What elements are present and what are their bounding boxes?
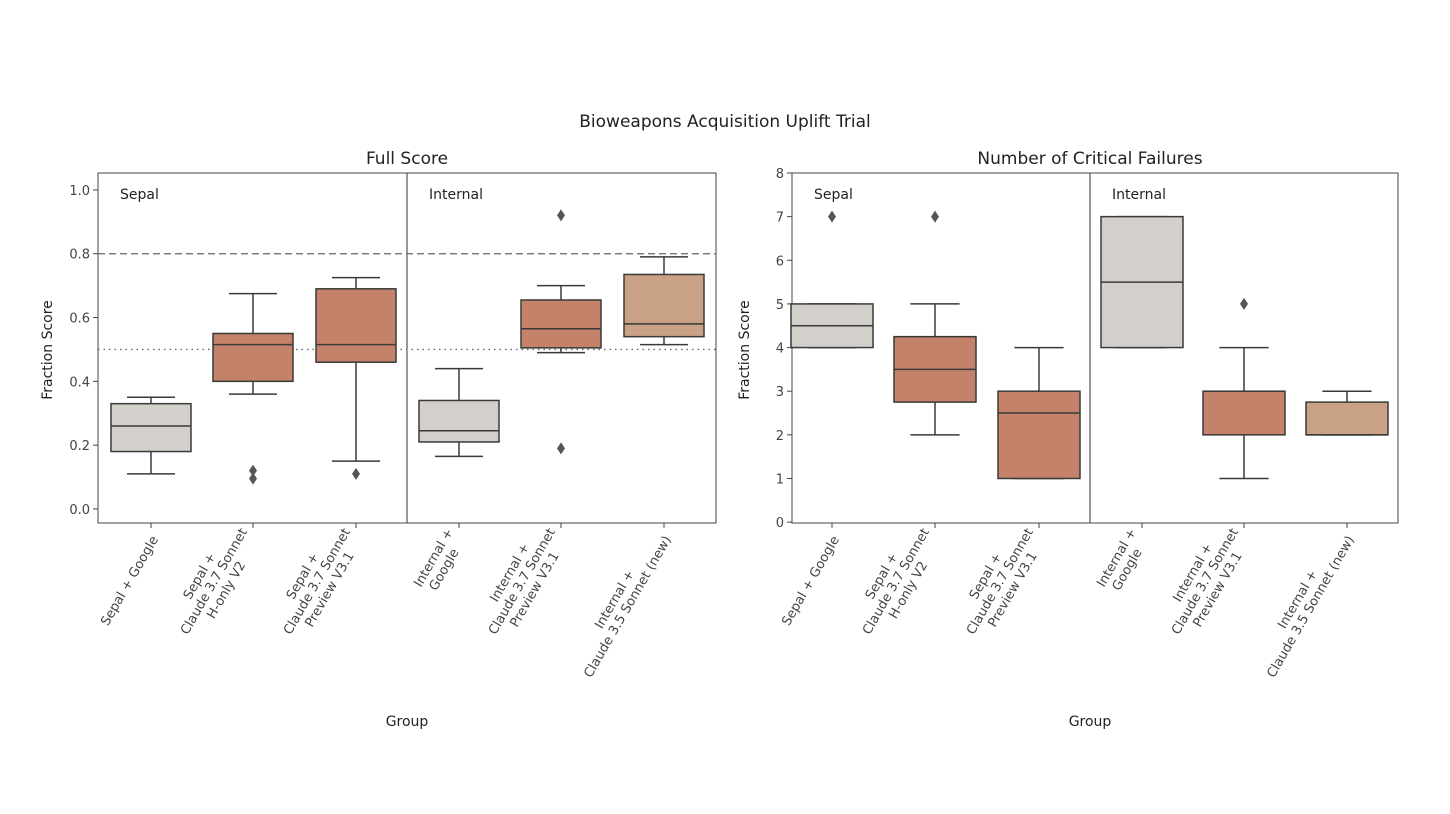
box-iqr (1202, 390, 1286, 436)
y-tick-label: 4 (776, 342, 784, 357)
x-tick-label: Sepal + Google (779, 534, 843, 629)
box-2 (315, 276, 397, 480)
x-tick-label-line: Claude 3.5 Sonnet (new) (1264, 534, 1357, 681)
x-tick-label: Internal +Claude 3.5 Sonnet (new) (1264, 534, 1357, 681)
x-tick-label: Internal +Google (411, 526, 462, 594)
box-3 (418, 367, 500, 458)
y-tick-label: 6 (776, 254, 784, 269)
outlier-marker (557, 209, 565, 222)
y-tick-label: 0.4 (69, 375, 90, 390)
chart-title-critical-failures: Number of Critical Failures (977, 149, 1202, 169)
panel-label: Internal (1112, 187, 1166, 203)
x-tick-label: Sepal + Google (98, 534, 162, 629)
y-tick-label: 8 (776, 167, 784, 182)
box-5 (1305, 390, 1389, 436)
y-tick-label: 0.2 (69, 439, 90, 454)
outlier-marker (1240, 297, 1248, 310)
y-tick-label: 0.6 (69, 312, 90, 327)
y-tick-label: 0 (776, 516, 784, 531)
outlier-marker (249, 464, 257, 477)
panel-label: Sepal (120, 187, 159, 203)
plot-frame (791, 172, 1399, 524)
y-axis-label-left: Fraction Score (40, 300, 56, 400)
y-tick-label: 0.8 (69, 248, 90, 263)
x-tick-label: Internal +Claude 3.5 Sonnet (new) (581, 534, 674, 681)
box-1 (893, 210, 977, 436)
x-tick-label-line: Sepal + Google (779, 534, 843, 629)
y-tick-label: 1 (776, 472, 784, 487)
outlier-marker (828, 210, 836, 223)
x-axis-label-left: Group (386, 714, 429, 730)
y-tick-label: 7 (776, 211, 784, 226)
box-iqr (418, 399, 500, 443)
y-tick-label: 1.0 (69, 184, 90, 199)
x-tick-label: Internal +Google (1094, 526, 1145, 594)
box-4 (520, 209, 602, 455)
box-iqr (1305, 401, 1389, 436)
box-iqr (520, 299, 602, 349)
box-2 (997, 346, 1081, 480)
outlier-marker (557, 442, 565, 455)
box-iqr (110, 402, 192, 453)
outlier-marker (931, 210, 939, 223)
chart-0: Sepal Internal 0.0 0.2 0.4 0.6 0.8 1.0 Sepal + G… (69, 172, 717, 681)
box-iqr (212, 332, 294, 383)
panel-label: Internal (429, 187, 483, 203)
x-tick-label-line: Sepal + Google (98, 534, 162, 629)
x-axis-label-right: Group (1069, 714, 1112, 730)
box-0 (110, 396, 192, 475)
chart-title-full-score: Full Score (366, 149, 448, 169)
outlier-marker (352, 467, 360, 480)
y-axis-label-right: Fraction Score (737, 300, 753, 400)
box-5 (623, 256, 705, 346)
y-tick-label: 5 (776, 298, 784, 313)
chart-1: Sepal Internal 0 1 2 3 4 5 6 7 8 Sepal + Google Sepa… (776, 167, 1399, 681)
panel-label: Sepal (814, 187, 853, 203)
y-tick-label: 0.0 (69, 503, 90, 518)
box-4 (1202, 297, 1286, 480)
outlier-marker (249, 472, 257, 485)
box-1 (212, 292, 294, 485)
box-iqr (315, 288, 397, 363)
box-iqr (623, 273, 705, 338)
box-0 (790, 210, 874, 349)
box-3 (1100, 215, 1184, 349)
y-tick-label: 3 (776, 385, 784, 400)
figure-title: Bioweapons Acquisition Uplift Trial (579, 112, 870, 132)
y-tick-label: 2 (776, 429, 784, 444)
box-iqr (997, 390, 1081, 480)
x-tick-label-line: Claude 3.5 Sonnet (new) (581, 534, 674, 681)
